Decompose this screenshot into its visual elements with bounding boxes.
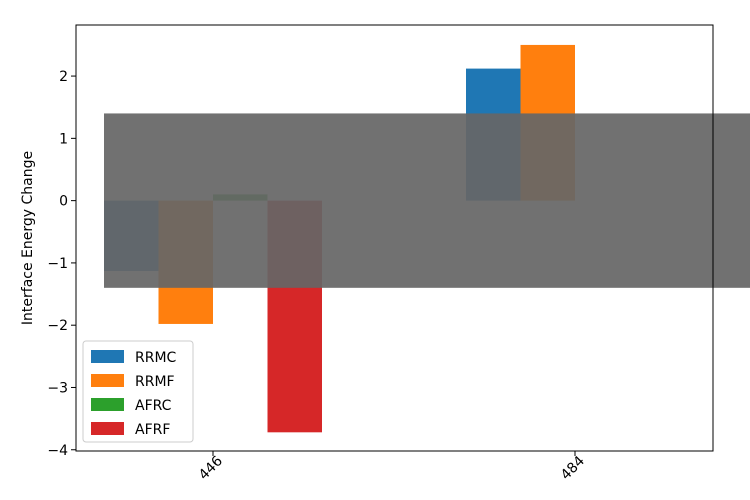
legend-label-afrf: AFRF xyxy=(135,422,170,438)
shaded-band xyxy=(104,113,750,288)
legend-swatch-rrmc xyxy=(91,350,124,363)
y-tick-label: 2 xyxy=(59,69,68,85)
legend-label-rrmf: RRMF xyxy=(135,374,175,390)
y-tick-label: −2 xyxy=(47,318,68,334)
y-axis-title: Interface Energy Change xyxy=(20,151,36,325)
y-tick-label: −4 xyxy=(47,443,68,459)
legend-swatch-rrmf xyxy=(91,374,124,387)
legend: RRMC RRMF AFRC AFRF xyxy=(82,340,194,443)
shaded-band-layer xyxy=(104,113,750,288)
plot-frame xyxy=(75,24,714,452)
y-axis: −4 −3 −2 −1 0 1 2 xyxy=(47,69,76,459)
legend-label-rrmc: RRMC xyxy=(135,350,177,366)
y-tick-label: 1 xyxy=(59,131,68,147)
y-tick-label: −1 xyxy=(47,256,68,272)
legend-swatch-afrc xyxy=(91,398,124,411)
y-tick-label: −3 xyxy=(47,380,68,396)
legend-label-afrc: AFRC xyxy=(135,398,172,414)
legend-swatch-afrf xyxy=(91,422,124,435)
y-tick-label: 0 xyxy=(59,194,68,210)
legend-box xyxy=(82,340,194,443)
